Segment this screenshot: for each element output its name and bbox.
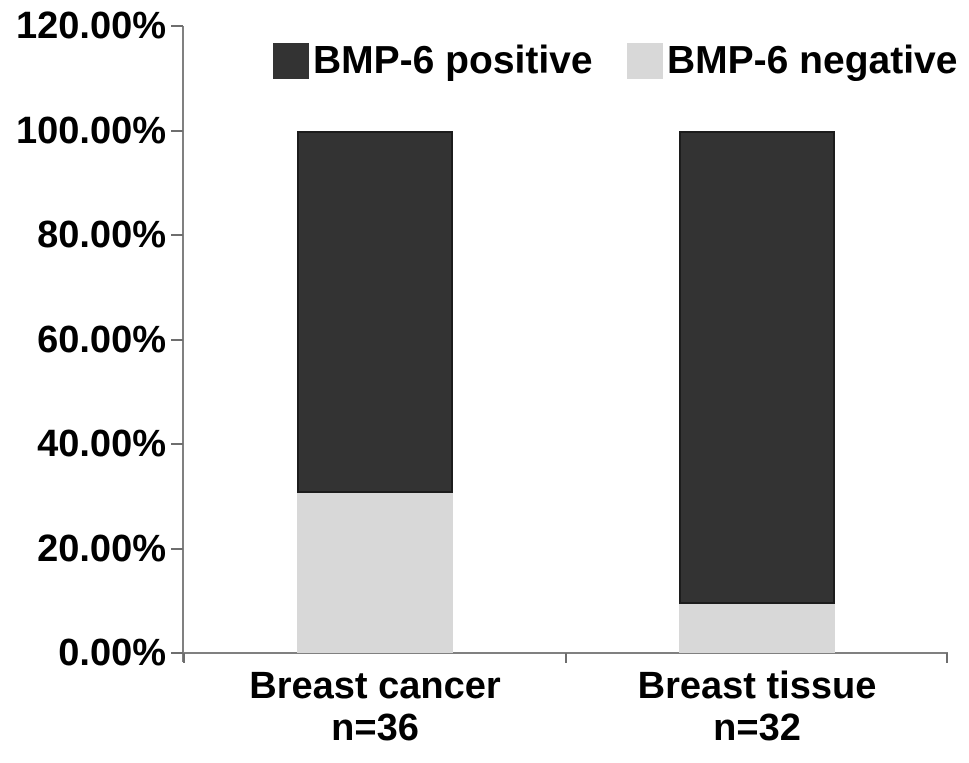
- y-axis-tick-mark: [171, 25, 183, 27]
- y-axis-line: [182, 26, 184, 662]
- x-axis-tick-mark: [183, 653, 185, 663]
- legend-swatch-negative-icon: [627, 43, 663, 79]
- y-axis-tick-mark: [171, 129, 183, 132]
- y-axis-tick-label: 100.00%: [15, 109, 166, 152]
- bar-segment-bmp-6-positive: [679, 130, 835, 604]
- y-axis-tick-mark: [171, 338, 183, 341]
- legend-item-bmp6-negative: BMP-6 negative: [627, 39, 958, 82]
- y-axis-tick-label: 0.00%: [58, 632, 166, 674]
- y-axis-tick-mark: [171, 652, 183, 654]
- x-axis-tick-mark: [565, 653, 567, 663]
- y-axis-tick-mark: [171, 234, 183, 236]
- category-name: Breast tissue: [637, 665, 877, 707]
- y-axis-tick-mark: [171, 443, 183, 445]
- y-axis-tick-label: 60.00%: [37, 318, 166, 361]
- bar-segment-bmp-6-negative: [679, 603, 835, 653]
- y-axis-tick-label: 20.00%: [37, 527, 166, 570]
- y-axis-tick-label: 80.00%: [37, 214, 166, 256]
- legend-item-bmp6-positive: BMP-6 positive: [273, 39, 593, 82]
- legend-swatch-positive-icon: [273, 43, 309, 79]
- category-sample-size: n=32: [713, 707, 801, 749]
- legend: BMP-6 positive BMP-6 negative: [0, 39, 969, 82]
- x-category-label-breast-tissue: Breast tissue n=32: [638, 665, 877, 749]
- y-axis-tick-label: 120.00%: [15, 5, 166, 47]
- x-axis-tick-mark: [946, 653, 948, 663]
- bar-segment-bmp-6-negative: [297, 493, 453, 653]
- y-axis-tick-label: 40.00%: [37, 423, 166, 465]
- legend-label-negative: BMP-6 negative: [667, 39, 958, 82]
- bar-segment-bmp-6-positive: [297, 130, 453, 494]
- x-category-label-breast-cancer: Breast cancer n=36: [249, 665, 500, 749]
- y-axis-tick-mark: [171, 547, 183, 550]
- legend-label-positive: BMP-6 positive: [313, 39, 593, 82]
- category-name: Breast cancer: [249, 665, 501, 707]
- category-sample-size: n=36: [331, 707, 419, 749]
